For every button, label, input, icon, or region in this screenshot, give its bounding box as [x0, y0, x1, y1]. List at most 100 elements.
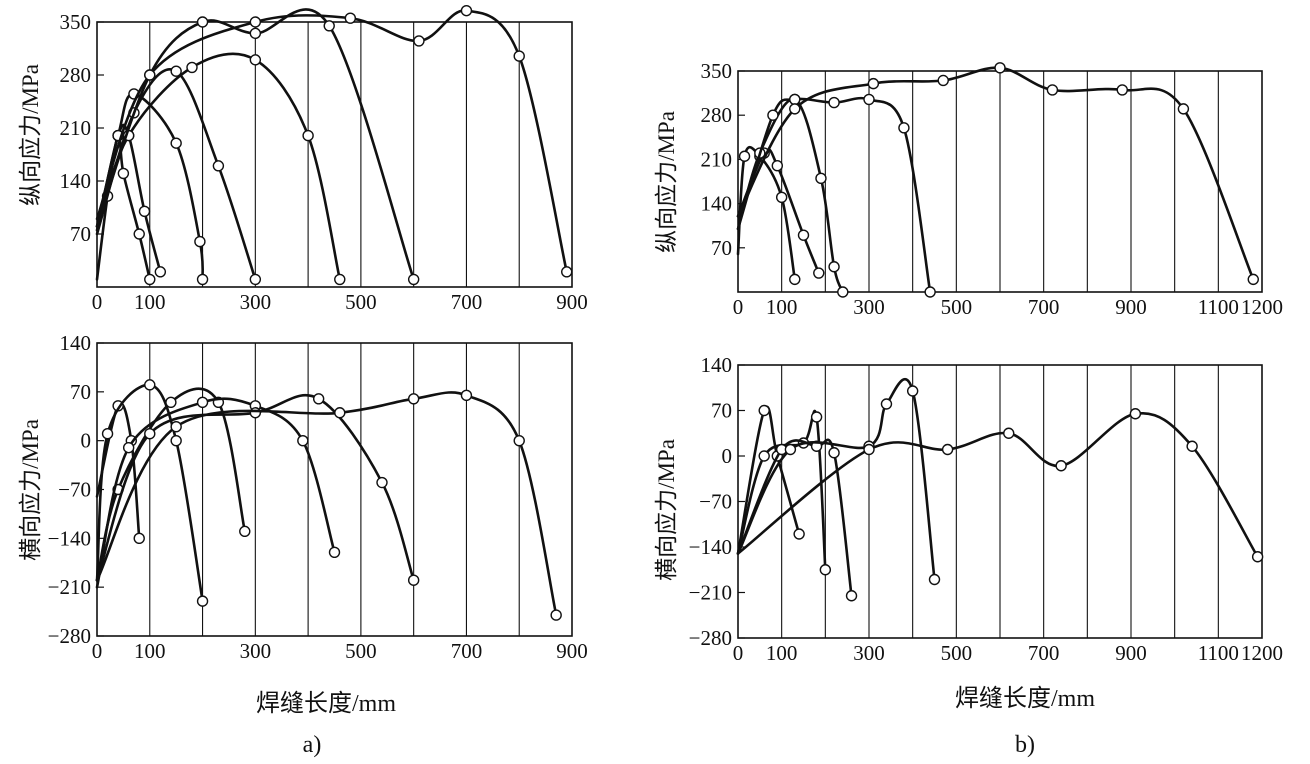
data-point — [328, 546, 341, 558]
data-point — [1116, 84, 1128, 96]
data-point — [194, 235, 206, 248]
data-point — [334, 407, 346, 419]
y-tick-label: −280 — [689, 626, 732, 650]
data-point — [819, 564, 832, 576]
data-point — [249, 54, 262, 66]
subplot-label-b: b) — [1015, 732, 1035, 758]
x-tick-label: 1200 — [1241, 295, 1283, 319]
x-tick-label: 500 — [941, 641, 973, 665]
data-point — [828, 96, 840, 109]
y-axis-label: 横向应力/MPa — [654, 439, 679, 581]
y-tick-label: 140 — [701, 353, 733, 377]
data-point — [771, 160, 783, 172]
x-tick-label: 500 — [345, 639, 377, 663]
data-point — [407, 393, 420, 405]
data-point — [407, 273, 420, 286]
data-point — [413, 35, 425, 47]
data-point — [1186, 440, 1198, 452]
data-point — [513, 50, 525, 62]
data-point — [133, 228, 145, 240]
data-point — [1003, 427, 1015, 439]
y-tick-label: 350 — [701, 59, 733, 83]
data-point — [249, 273, 262, 286]
data-point — [924, 286, 936, 298]
data-point — [122, 441, 135, 454]
data-point — [101, 427, 114, 440]
data-point — [1055, 460, 1067, 472]
data-point — [460, 389, 473, 402]
x-tick-label: 700 — [451, 639, 483, 663]
y-tick-label: −70 — [699, 490, 732, 514]
data-point — [867, 77, 880, 90]
y-tick-label: 280 — [60, 63, 92, 87]
data-point — [212, 160, 225, 172]
x-tick-label: 100 — [134, 290, 166, 314]
data-point — [775, 191, 788, 203]
data-point — [837, 286, 849, 298]
y-tick-label: 0 — [722, 444, 733, 468]
y-tick-label: 70 — [711, 236, 732, 260]
data-point — [154, 266, 167, 278]
data-point — [758, 450, 770, 462]
data-point — [789, 93, 801, 106]
data-point — [312, 393, 325, 405]
data-point — [550, 609, 562, 621]
data-point — [196, 16, 209, 28]
data-point — [144, 273, 156, 286]
x-tick-label: 0 — [92, 290, 103, 314]
y-tick-label: 210 — [701, 147, 733, 171]
series-line — [95, 393, 415, 582]
data-point — [302, 129, 314, 142]
data-point — [144, 427, 156, 440]
x-tick-label: 300 — [853, 641, 885, 665]
x-tick-label: 700 — [1028, 641, 1060, 665]
plot-frame — [96, 21, 573, 288]
y-tick-label: −210 — [689, 581, 732, 605]
data-point — [845, 590, 858, 602]
x-axis-label-a: 焊缝长度/mm — [256, 690, 396, 717]
data-point — [170, 421, 182, 433]
y-axis-label: 横向应力/MPa — [18, 419, 43, 561]
x-tick-label: 900 — [1115, 295, 1147, 319]
series-line — [95, 391, 558, 617]
data-point — [880, 398, 893, 410]
data-point — [906, 385, 919, 397]
data-point — [828, 261, 840, 273]
x-tick-label: 300 — [240, 639, 272, 663]
data-point — [239, 525, 251, 538]
x-tick-label: 900 — [1115, 641, 1147, 665]
data-point — [334, 273, 346, 286]
data-point — [1046, 84, 1059, 96]
data-point — [994, 62, 1006, 74]
data-point — [863, 93, 875, 106]
data-point — [1177, 103, 1190, 115]
data-point — [196, 595, 209, 607]
data-point — [376, 476, 388, 489]
panel-a-top-longitudinal: 70 140 210 280 350 0 100 300 500 700 900 纵向应力/MPa — [18, 4, 588, 314]
data-point — [144, 69, 156, 81]
data-point — [784, 443, 797, 456]
data-point — [170, 137, 182, 149]
data-point — [138, 205, 151, 217]
data-point — [738, 150, 751, 162]
series-line — [736, 98, 845, 294]
data-point — [928, 573, 941, 586]
plot-frame — [96, 342, 573, 637]
y-tick-label: −280 — [48, 624, 91, 648]
y-tick-label: 140 — [701, 192, 733, 216]
data-point — [323, 20, 335, 32]
y-tick-label: 280 — [701, 103, 733, 127]
data-point — [941, 443, 954, 456]
series-line — [736, 145, 797, 281]
series-line — [736, 411, 1259, 559]
y-tick-label: 0 — [81, 429, 92, 453]
y-tick-label: 140 — [60, 331, 92, 355]
y-tick-label: 210 — [60, 116, 92, 140]
data-point — [165, 396, 177, 408]
x-tick-label: 500 — [941, 295, 973, 319]
series-line — [95, 402, 141, 540]
x-tick-label: 900 — [556, 290, 588, 314]
